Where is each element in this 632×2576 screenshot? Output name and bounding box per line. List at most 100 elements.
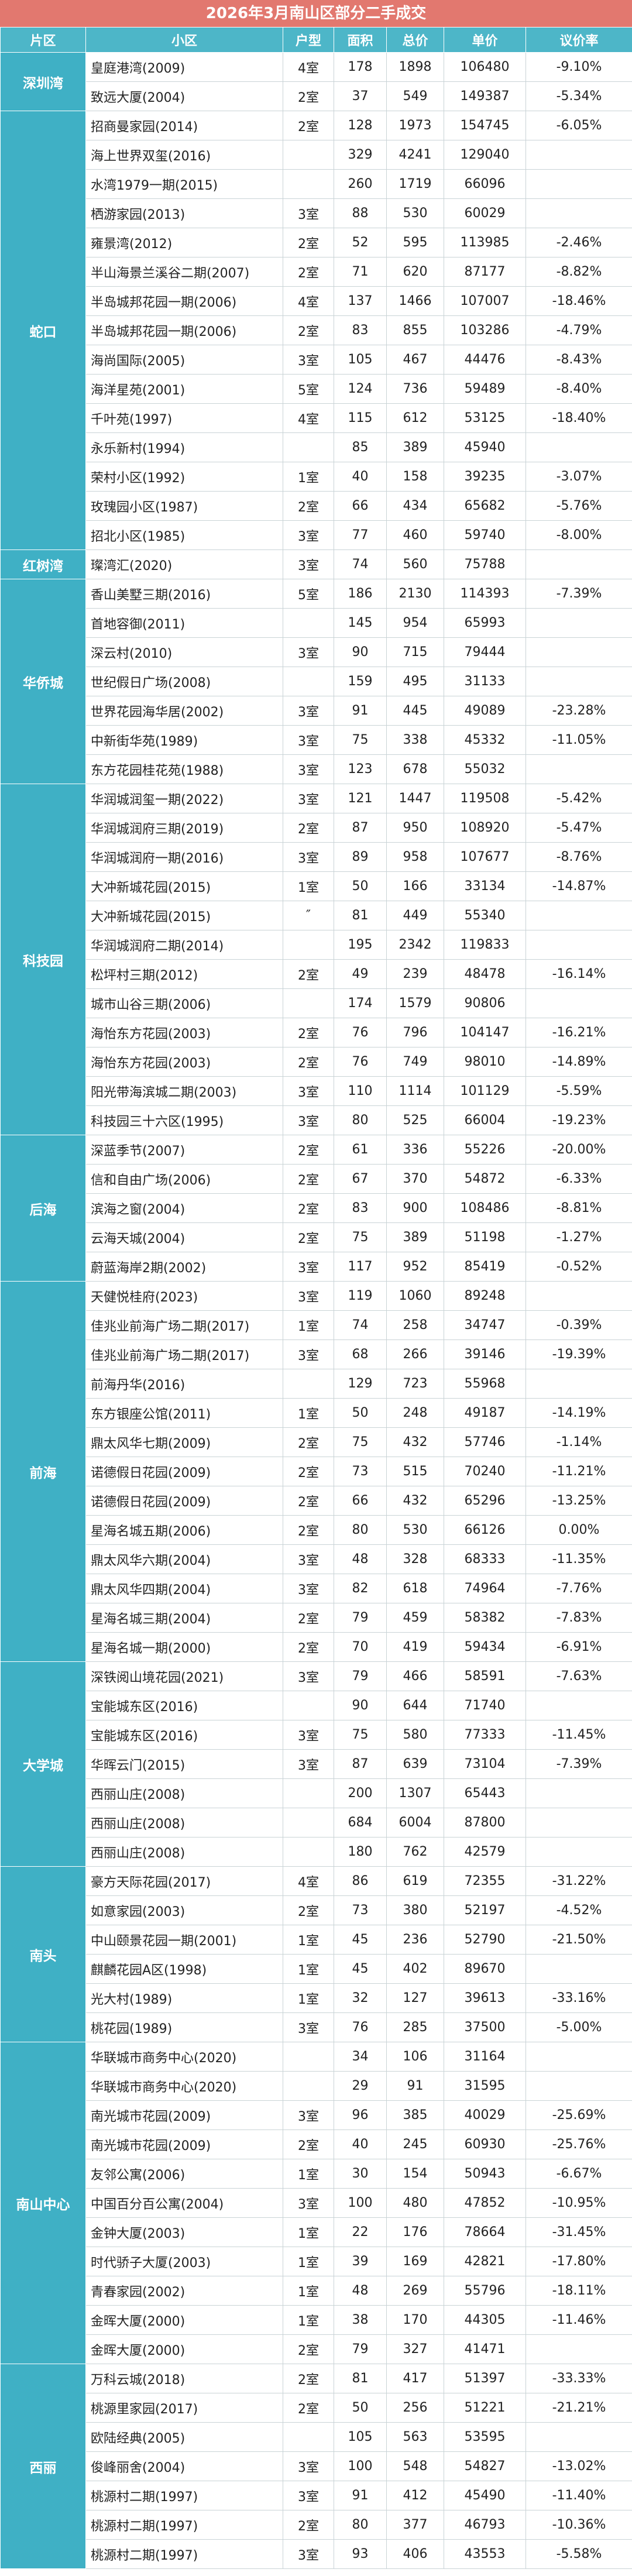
value-cell: 176 — [386, 2217, 444, 2247]
estate-cell: 中新街华苑(1989) — [85, 725, 283, 755]
value-cell: 57746 — [444, 1427, 526, 1457]
table-row: 云海天城(2004) 2室 75 389 51198 -1.27% — [1, 1222, 632, 1252]
value-cell: 159 — [334, 667, 387, 696]
value-cell: 723 — [386, 1369, 444, 1399]
value-cell: 39613 — [444, 1983, 526, 2013]
value-cell: 75788 — [444, 549, 526, 579]
value-cell: 80 — [334, 1515, 387, 1545]
value-cell: 49187 — [444, 1398, 526, 1428]
estate-cell: 海尚国际(2005) — [85, 345, 283, 375]
value-cell: 560 — [386, 549, 444, 579]
value-cell: 612 — [386, 403, 444, 433]
value-cell: 1307 — [386, 1778, 444, 1808]
district-cell: 深圳湾 — [0, 52, 86, 111]
value-cell: 55032 — [444, 754, 526, 784]
value-cell: 58591 — [444, 1661, 526, 1691]
value-cell — [525, 549, 632, 579]
value-cell — [525, 2042, 632, 2072]
table-row: 西丽山庄(2008) 180 762 42579 — [1, 1837, 632, 1867]
value-cell: -21.21% — [525, 2393, 632, 2423]
value-cell — [283, 667, 334, 696]
value-cell: 39235 — [444, 462, 526, 492]
value-cell: 45332 — [444, 725, 526, 755]
value-cell: 715 — [386, 637, 444, 667]
value-cell: 580 — [386, 1720, 444, 1750]
value-cell: -6.91% — [525, 1632, 632, 1662]
value-cell: -2.46% — [525, 228, 632, 257]
value-cell: 81 — [334, 2364, 387, 2393]
value-cell: 1室 — [283, 1983, 334, 2013]
value-cell: 129 — [334, 1369, 387, 1399]
value-cell: -14.89% — [525, 1047, 632, 1077]
value-cell: 75 — [334, 725, 387, 755]
value-cell: 107007 — [444, 286, 526, 316]
column-header: 片区 — [0, 27, 86, 53]
value-cell: 60930 — [444, 2130, 526, 2159]
value-cell: 370 — [386, 1164, 444, 1194]
table-row: 金钟大厦(2003) 1室 22 176 78664 -31.45% — [1, 2217, 632, 2247]
value-cell: 75 — [334, 1427, 387, 1457]
estate-cell: 豪方天际花园(2017) — [85, 1866, 283, 1896]
value-cell: 38 — [334, 2305, 387, 2335]
value-cell: -7.76% — [525, 1574, 632, 1603]
value-cell: 2室 — [283, 959, 334, 989]
value-cell — [525, 198, 632, 228]
value-cell: 3室 — [283, 1661, 334, 1691]
table-row: 蛇口 招商曼家园(2014) 2室 128 1973 154745 -6.05% — [0, 111, 632, 550]
value-cell: 45 — [334, 1954, 387, 1984]
estate-cell: 西丽山庄(2008) — [85, 1808, 283, 1837]
value-cell: 66004 — [444, 1105, 526, 1135]
table-row: 红树湾 璨湾汇(2020) 3室 74 560 75788 — [0, 549, 632, 579]
table-row: 宝能城东区(2016) 90 644 71740 — [1, 1691, 632, 1720]
value-cell: 412 — [386, 2481, 444, 2510]
value-cell: -5.34% — [525, 81, 632, 111]
value-cell: -20.00% — [525, 1135, 632, 1165]
table-row: 前海 天健悦桂府(2023) 3室 119 1060 89248 — [0, 1281, 632, 1662]
value-cell: 3室 — [283, 1105, 334, 1135]
value-cell: 195 — [334, 930, 387, 960]
value-cell — [525, 1808, 632, 1837]
column-header: 户型 — [283, 27, 334, 53]
value-cell: 3室 — [283, 520, 334, 550]
table-row: 永乐新村(1994) 85 389 45940 — [1, 432, 632, 462]
district-cell: 前海 — [0, 1281, 86, 1662]
value-cell: -10.95% — [525, 2188, 632, 2218]
estate-cell: 云海天城(2004) — [85, 1222, 283, 1252]
table-row: 鼎太风华七期(2009) 2室 75 432 57746 -1.14% — [1, 1427, 632, 1457]
value-cell: -6.33% — [525, 1164, 632, 1194]
estate-cell: 致远大厦(2004) — [85, 81, 283, 111]
table-row: 城市山谷三期(2006) 174 1579 90806 — [1, 988, 632, 1018]
value-cell: 2室 — [283, 315, 334, 345]
value-cell: 39146 — [444, 1339, 526, 1369]
value-cell: 1060 — [386, 1281, 444, 1311]
value-cell: -19.23% — [525, 1105, 632, 1135]
value-cell: -5.00% — [525, 2012, 632, 2042]
value-cell: 158 — [386, 462, 444, 492]
estate-cell: 万科云城(2018) — [85, 2364, 283, 2393]
table-row: 西丽山庄(2008) 684 6004 87800 — [1, 1808, 632, 1837]
value-cell: 3室 — [283, 2539, 334, 2569]
value-cell — [525, 169, 632, 199]
estate-cell: 玫瑰园小区(1987) — [85, 491, 283, 521]
value-cell: 1898 — [386, 52, 444, 82]
value-cell: 49 — [334, 959, 387, 989]
value-cell: -9.10% — [525, 52, 632, 82]
value-cell: 105 — [334, 345, 387, 375]
value-cell: 58382 — [444, 1603, 526, 1633]
value-cell: 952 — [386, 1252, 444, 1282]
estate-cell: 诺德假日花园(2009) — [85, 1486, 283, 1516]
value-cell: 466 — [386, 1661, 444, 1691]
column-header: 议价率 — [525, 27, 632, 53]
value-cell: 563 — [386, 2422, 444, 2452]
estate-cell: 南光城市花园(2009) — [85, 2100, 283, 2130]
value-cell: 166 — [386, 871, 444, 901]
estate-cell: 华润城润玺一期(2022) — [85, 784, 283, 813]
value-cell: 3室 — [283, 198, 334, 228]
value-cell — [283, 2071, 334, 2101]
value-cell: 91 — [386, 2071, 444, 2101]
value-cell: 684 — [334, 1808, 387, 1837]
value-cell: 3室 — [283, 1720, 334, 1750]
value-cell: 2室 — [283, 1164, 334, 1194]
value-cell: 66126 — [444, 1515, 526, 1545]
value-cell — [525, 432, 632, 462]
